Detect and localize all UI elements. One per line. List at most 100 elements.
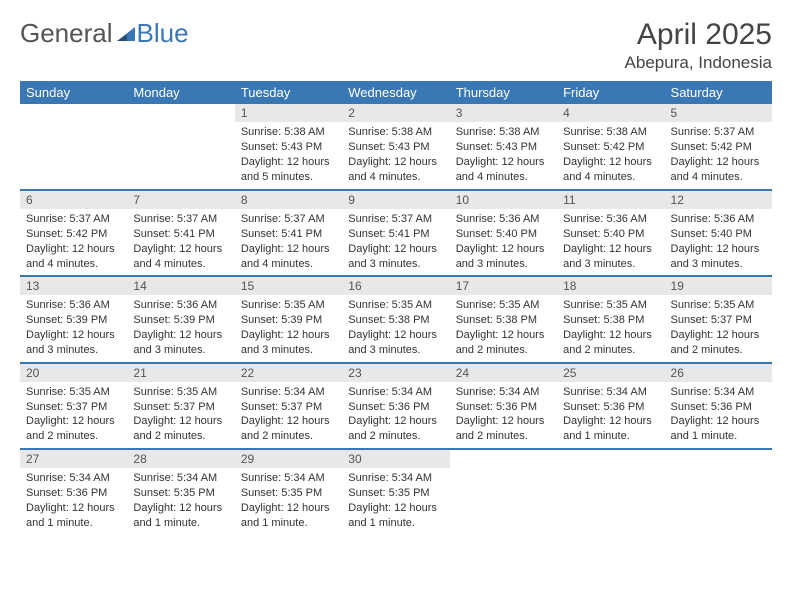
day-number: 16 [342, 277, 449, 295]
day-number: 4 [557, 104, 664, 122]
day-details: Sunrise: 5:35 AMSunset: 5:38 PMDaylight:… [342, 295, 449, 361]
calendar-table: SundayMondayTuesdayWednesdayThursdayFrid… [20, 81, 772, 535]
day-details: Sunrise: 5:34 AMSunset: 5:35 PMDaylight:… [235, 468, 342, 534]
day-details: Sunrise: 5:34 AMSunset: 5:35 PMDaylight:… [342, 468, 449, 534]
calendar-day-cell: 17Sunrise: 5:35 AMSunset: 5:38 PMDayligh… [450, 276, 557, 362]
day-details: Sunrise: 5:34 AMSunset: 5:36 PMDaylight:… [20, 468, 127, 534]
calendar-header-row: SundayMondayTuesdayWednesdayThursdayFrid… [20, 81, 772, 104]
calendar-week-row: 1Sunrise: 5:38 AMSunset: 5:43 PMDaylight… [20, 104, 772, 190]
weekday-header: Saturday [665, 81, 772, 104]
day-details: Sunrise: 5:37 AMSunset: 5:42 PMDaylight:… [665, 122, 772, 188]
day-details: Sunrise: 5:38 AMSunset: 5:43 PMDaylight:… [450, 122, 557, 188]
day-details: Sunrise: 5:38 AMSunset: 5:43 PMDaylight:… [235, 122, 342, 188]
title-block: April 2025 Abepura, Indonesia [625, 18, 772, 73]
calendar-day-cell: 21Sunrise: 5:35 AMSunset: 5:37 PMDayligh… [127, 363, 234, 449]
day-details: Sunrise: 5:36 AMSunset: 5:40 PMDaylight:… [450, 209, 557, 275]
day-number: 24 [450, 364, 557, 382]
day-details: Sunrise: 5:34 AMSunset: 5:35 PMDaylight:… [127, 468, 234, 534]
calendar-day-cell: 30Sunrise: 5:34 AMSunset: 5:35 PMDayligh… [342, 449, 449, 535]
calendar-week-row: 20Sunrise: 5:35 AMSunset: 5:37 PMDayligh… [20, 363, 772, 449]
day-number: 13 [20, 277, 127, 295]
weekday-header: Sunday [20, 81, 127, 104]
weekday-header: Thursday [450, 81, 557, 104]
day-details: Sunrise: 5:35 AMSunset: 5:38 PMDaylight:… [450, 295, 557, 361]
calendar-day-cell: 28Sunrise: 5:34 AMSunset: 5:35 PMDayligh… [127, 449, 234, 535]
calendar-day-cell: 3Sunrise: 5:38 AMSunset: 5:43 PMDaylight… [450, 104, 557, 190]
calendar-day-cell: 29Sunrise: 5:34 AMSunset: 5:35 PMDayligh… [235, 449, 342, 535]
day-details: Sunrise: 5:36 AMSunset: 5:39 PMDaylight:… [127, 295, 234, 361]
calendar-body: 1Sunrise: 5:38 AMSunset: 5:43 PMDaylight… [20, 104, 772, 535]
day-details: Sunrise: 5:36 AMSunset: 5:39 PMDaylight:… [20, 295, 127, 361]
calendar-day-cell: 6Sunrise: 5:37 AMSunset: 5:42 PMDaylight… [20, 190, 127, 276]
day-number: 30 [342, 450, 449, 468]
day-number: 29 [235, 450, 342, 468]
day-details: Sunrise: 5:37 AMSunset: 5:41 PMDaylight:… [127, 209, 234, 275]
day-number: 19 [665, 277, 772, 295]
day-number: 18 [557, 277, 664, 295]
calendar-day-cell: 27Sunrise: 5:34 AMSunset: 5:36 PMDayligh… [20, 449, 127, 535]
calendar-empty-cell [20, 104, 127, 190]
calendar-week-row: 13Sunrise: 5:36 AMSunset: 5:39 PMDayligh… [20, 276, 772, 362]
calendar-week-row: 6Sunrise: 5:37 AMSunset: 5:42 PMDaylight… [20, 190, 772, 276]
day-details: Sunrise: 5:38 AMSunset: 5:42 PMDaylight:… [557, 122, 664, 188]
day-details: Sunrise: 5:37 AMSunset: 5:42 PMDaylight:… [20, 209, 127, 275]
calendar-day-cell: 22Sunrise: 5:34 AMSunset: 5:37 PMDayligh… [235, 363, 342, 449]
header: General Blue April 2025 Abepura, Indones… [20, 18, 772, 73]
calendar-day-cell: 24Sunrise: 5:34 AMSunset: 5:36 PMDayligh… [450, 363, 557, 449]
day-number: 11 [557, 191, 664, 209]
day-details: Sunrise: 5:36 AMSunset: 5:40 PMDaylight:… [665, 209, 772, 275]
day-details: Sunrise: 5:35 AMSunset: 5:39 PMDaylight:… [235, 295, 342, 361]
calendar-day-cell: 19Sunrise: 5:35 AMSunset: 5:37 PMDayligh… [665, 276, 772, 362]
day-number: 20 [20, 364, 127, 382]
day-details: Sunrise: 5:34 AMSunset: 5:36 PMDaylight:… [342, 382, 449, 448]
calendar-empty-cell [127, 104, 234, 190]
calendar-empty-cell [450, 449, 557, 535]
day-details: Sunrise: 5:35 AMSunset: 5:37 PMDaylight:… [20, 382, 127, 448]
brand-part1: General [20, 18, 113, 49]
day-details: Sunrise: 5:37 AMSunset: 5:41 PMDaylight:… [235, 209, 342, 275]
calendar-day-cell: 13Sunrise: 5:36 AMSunset: 5:39 PMDayligh… [20, 276, 127, 362]
title-location: Abepura, Indonesia [625, 53, 772, 73]
calendar-day-cell: 9Sunrise: 5:37 AMSunset: 5:41 PMDaylight… [342, 190, 449, 276]
day-number: 10 [450, 191, 557, 209]
day-details: Sunrise: 5:35 AMSunset: 5:37 PMDaylight:… [665, 295, 772, 361]
day-details: Sunrise: 5:35 AMSunset: 5:37 PMDaylight:… [127, 382, 234, 448]
calendar-day-cell: 10Sunrise: 5:36 AMSunset: 5:40 PMDayligh… [450, 190, 557, 276]
calendar-day-cell: 8Sunrise: 5:37 AMSunset: 5:41 PMDaylight… [235, 190, 342, 276]
calendar-day-cell: 25Sunrise: 5:34 AMSunset: 5:36 PMDayligh… [557, 363, 664, 449]
day-details: Sunrise: 5:37 AMSunset: 5:41 PMDaylight:… [342, 209, 449, 275]
day-number: 28 [127, 450, 234, 468]
brand-part2: Blue [137, 18, 189, 49]
calendar-day-cell: 16Sunrise: 5:35 AMSunset: 5:38 PMDayligh… [342, 276, 449, 362]
calendar-day-cell: 11Sunrise: 5:36 AMSunset: 5:40 PMDayligh… [557, 190, 664, 276]
calendar-week-row: 27Sunrise: 5:34 AMSunset: 5:36 PMDayligh… [20, 449, 772, 535]
day-number: 2 [342, 104, 449, 122]
day-details: Sunrise: 5:34 AMSunset: 5:36 PMDaylight:… [665, 382, 772, 448]
day-number: 27 [20, 450, 127, 468]
calendar-day-cell: 18Sunrise: 5:35 AMSunset: 5:38 PMDayligh… [557, 276, 664, 362]
title-month: April 2025 [625, 18, 772, 51]
logo-triangle-icon [117, 27, 135, 41]
calendar-day-cell: 12Sunrise: 5:36 AMSunset: 5:40 PMDayligh… [665, 190, 772, 276]
day-number: 6 [20, 191, 127, 209]
day-number: 9 [342, 191, 449, 209]
day-details: Sunrise: 5:36 AMSunset: 5:40 PMDaylight:… [557, 209, 664, 275]
calendar-empty-cell [665, 449, 772, 535]
calendar-empty-cell [557, 449, 664, 535]
day-number: 17 [450, 277, 557, 295]
day-number: 22 [235, 364, 342, 382]
day-number: 7 [127, 191, 234, 209]
day-number: 5 [665, 104, 772, 122]
calendar-day-cell: 4Sunrise: 5:38 AMSunset: 5:42 PMDaylight… [557, 104, 664, 190]
day-number: 25 [557, 364, 664, 382]
calendar-day-cell: 20Sunrise: 5:35 AMSunset: 5:37 PMDayligh… [20, 363, 127, 449]
day-details: Sunrise: 5:38 AMSunset: 5:43 PMDaylight:… [342, 122, 449, 188]
calendar-day-cell: 26Sunrise: 5:34 AMSunset: 5:36 PMDayligh… [665, 363, 772, 449]
day-details: Sunrise: 5:35 AMSunset: 5:38 PMDaylight:… [557, 295, 664, 361]
day-number: 14 [127, 277, 234, 295]
calendar-day-cell: 5Sunrise: 5:37 AMSunset: 5:42 PMDaylight… [665, 104, 772, 190]
calendar-day-cell: 14Sunrise: 5:36 AMSunset: 5:39 PMDayligh… [127, 276, 234, 362]
day-details: Sunrise: 5:34 AMSunset: 5:36 PMDaylight:… [557, 382, 664, 448]
day-number: 3 [450, 104, 557, 122]
calendar-day-cell: 7Sunrise: 5:37 AMSunset: 5:41 PMDaylight… [127, 190, 234, 276]
